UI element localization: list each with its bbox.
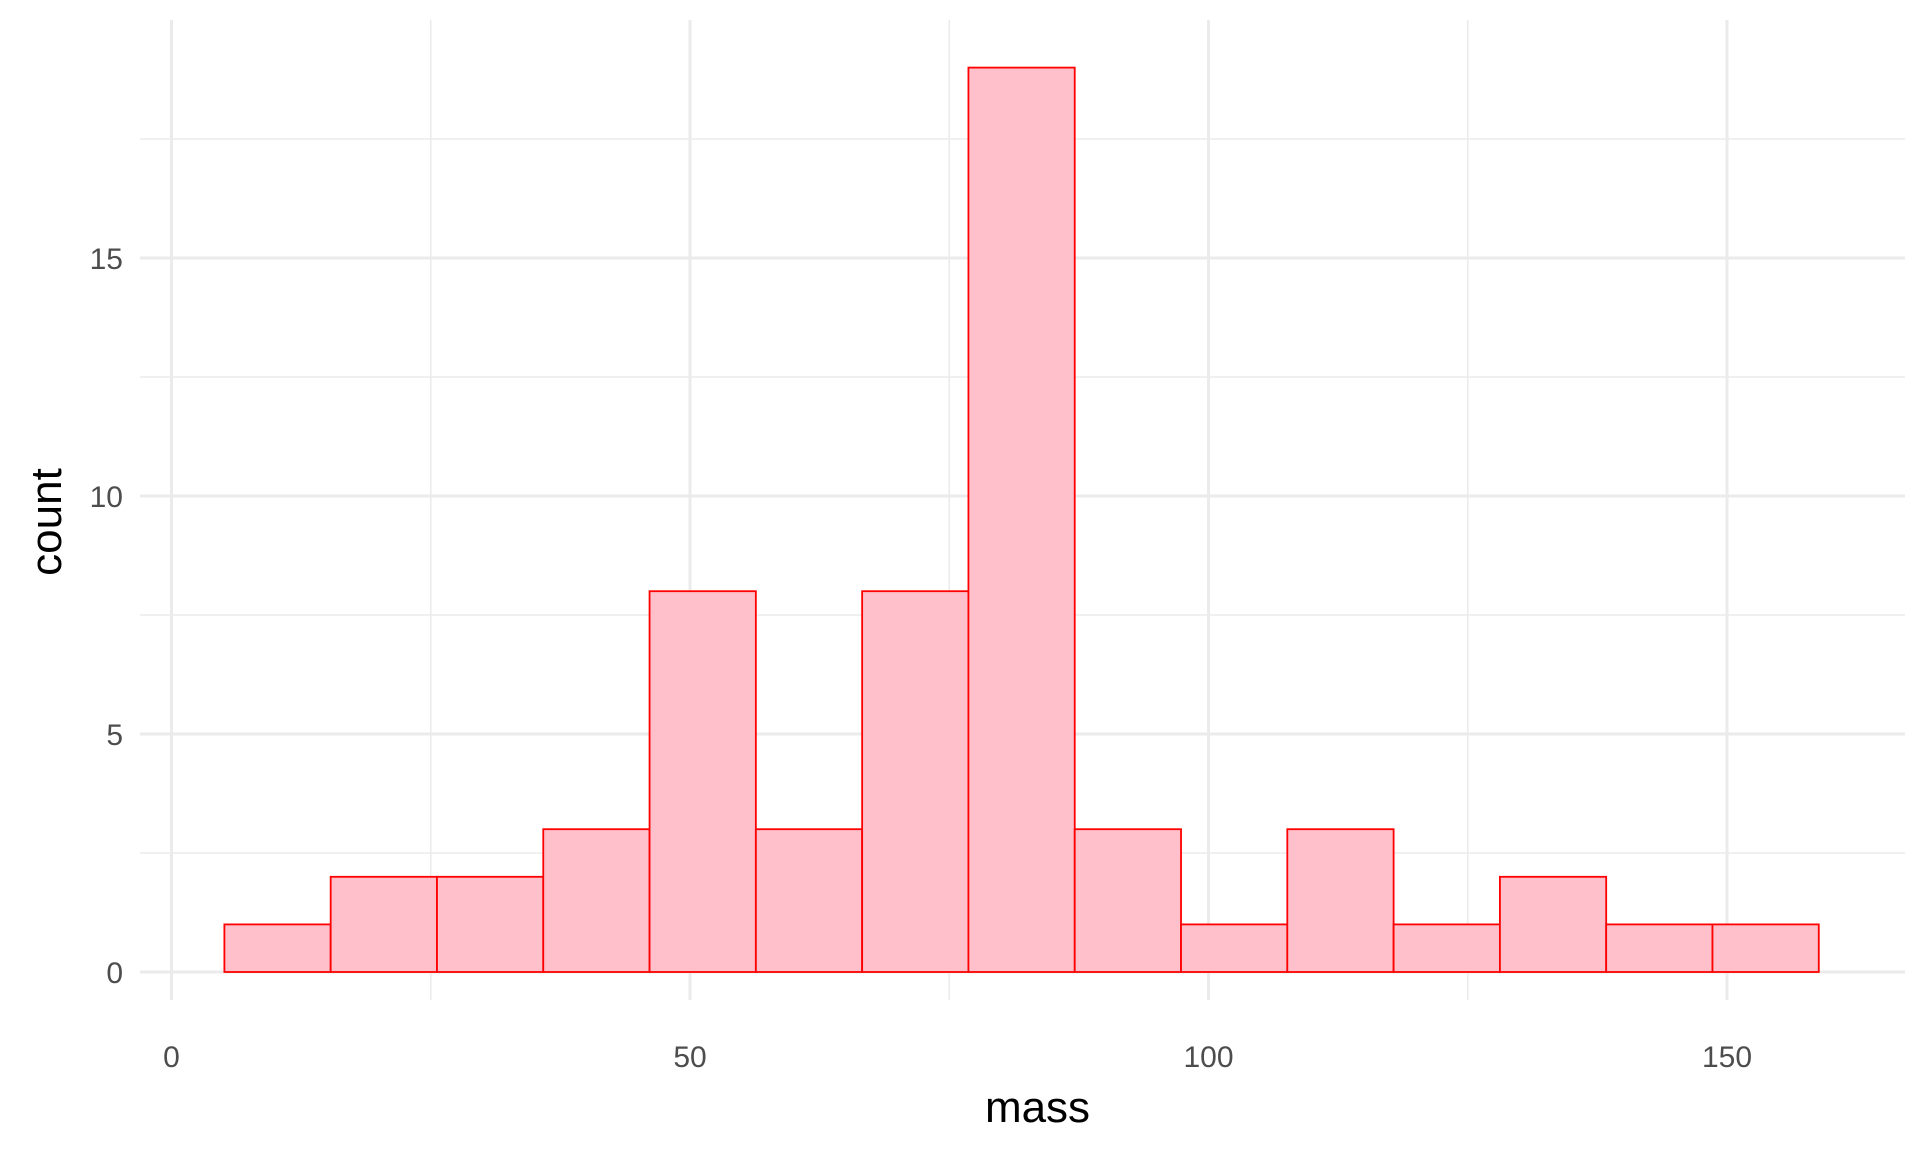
- histogram-bar: [861, 590, 970, 973]
- x-tick-label: 150: [1702, 1041, 1752, 1074]
- x-tick-label: 0: [163, 1041, 180, 1074]
- x-axis-title: mass: [985, 1083, 1090, 1132]
- histogram-bars: [223, 66, 1820, 973]
- histogram-bar: [648, 590, 757, 973]
- histogram-bar: [1180, 923, 1289, 973]
- x-tick-label: 100: [1183, 1041, 1233, 1074]
- histogram-bar: [967, 66, 1076, 973]
- histogram-bar: [223, 923, 332, 973]
- y-axis-title: count: [22, 468, 71, 576]
- histogram-bar: [1286, 828, 1395, 973]
- histogram-bar: [1711, 923, 1820, 973]
- y-tick-label: 5: [106, 719, 123, 752]
- y-axis-tick-labels: 0 5 10 15: [90, 243, 123, 990]
- histogram-bar: [1392, 923, 1501, 973]
- y-tick-label: 0: [106, 957, 123, 990]
- y-tick-label: 10: [90, 481, 123, 514]
- x-axis-tick-labels: 0 50 100 150: [163, 1041, 1752, 1074]
- x-tick-label: 50: [673, 1041, 706, 1074]
- histogram-bar: [329, 875, 438, 973]
- histogram-bar: [1073, 828, 1182, 973]
- histogram-bar: [1498, 875, 1608, 973]
- histogram-bar: [1605, 923, 1714, 973]
- histogram-bar: [542, 828, 651, 973]
- histogram-bar: [754, 828, 864, 973]
- histogram-bar: [436, 875, 545, 973]
- y-tick-label: 15: [90, 243, 123, 276]
